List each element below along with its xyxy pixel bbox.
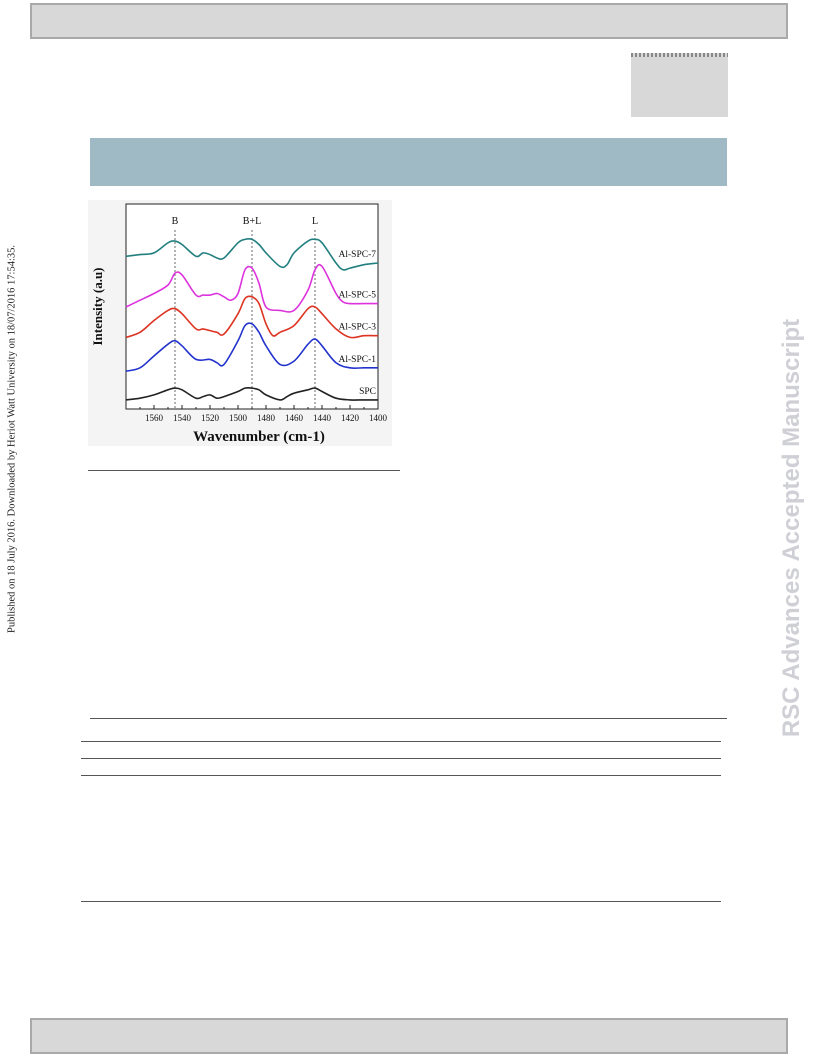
series-line (125, 295, 379, 339)
series-label: Al-SPC-5 (339, 291, 377, 301)
figure-caption-rule (88, 470, 400, 471)
page-footer-bar (30, 1018, 788, 1054)
table-top-rule (90, 718, 727, 719)
table-bottom-rule (81, 901, 721, 902)
series-line (125, 263, 378, 313)
series-line (125, 386, 378, 401)
journal-logo-text-strip (631, 53, 728, 57)
section-header-band (90, 138, 727, 186)
x-tick-label: 1500 (229, 413, 248, 423)
table-rule (81, 741, 721, 742)
annotation-label: L (312, 216, 318, 227)
x-tick-label: 1440 (313, 413, 332, 423)
ftir-chart: 1560 1540 1520 1500 1480 1460 1440 1420 1400 B B+L… (88, 200, 392, 446)
x-axis-label: Wavenumber (cm-1) (193, 429, 325, 445)
table-rule (81, 758, 721, 759)
x-tick-label: 1480 (257, 413, 276, 423)
side-note-text: Published on 18 July 2016. Downloaded by… (6, 244, 18, 634)
annotation-label: B (172, 216, 179, 227)
x-tick-label: 1460 (285, 413, 304, 423)
x-tick-label: 1540 (173, 413, 192, 423)
series-line (125, 238, 379, 271)
y-axis-label: Intensity (a.u) (90, 267, 105, 345)
series-label: Al-SPC-7 (339, 250, 377, 260)
watermark-text: RSC Advances Accepted Manuscript (778, 318, 805, 738)
x-tick-label: 1520 (201, 413, 220, 423)
series-label: SPC (359, 387, 376, 397)
page-header-bar (30, 3, 788, 39)
series-line (125, 322, 378, 372)
x-tick-label: 1560 (145, 413, 164, 423)
annotation-label: B+L (243, 216, 261, 227)
journal-logo (631, 54, 728, 117)
x-tick-label: 1420 (341, 413, 360, 423)
series-label: Al-SPC-1 (339, 355, 377, 365)
figure: 1560 1540 1520 1500 1480 1460 1440 1420 1400 B B+L… (88, 200, 392, 446)
table-rule (81, 775, 721, 776)
x-tick-label: 1400 (369, 413, 388, 423)
series-label: Al-SPC-3 (339, 323, 377, 333)
